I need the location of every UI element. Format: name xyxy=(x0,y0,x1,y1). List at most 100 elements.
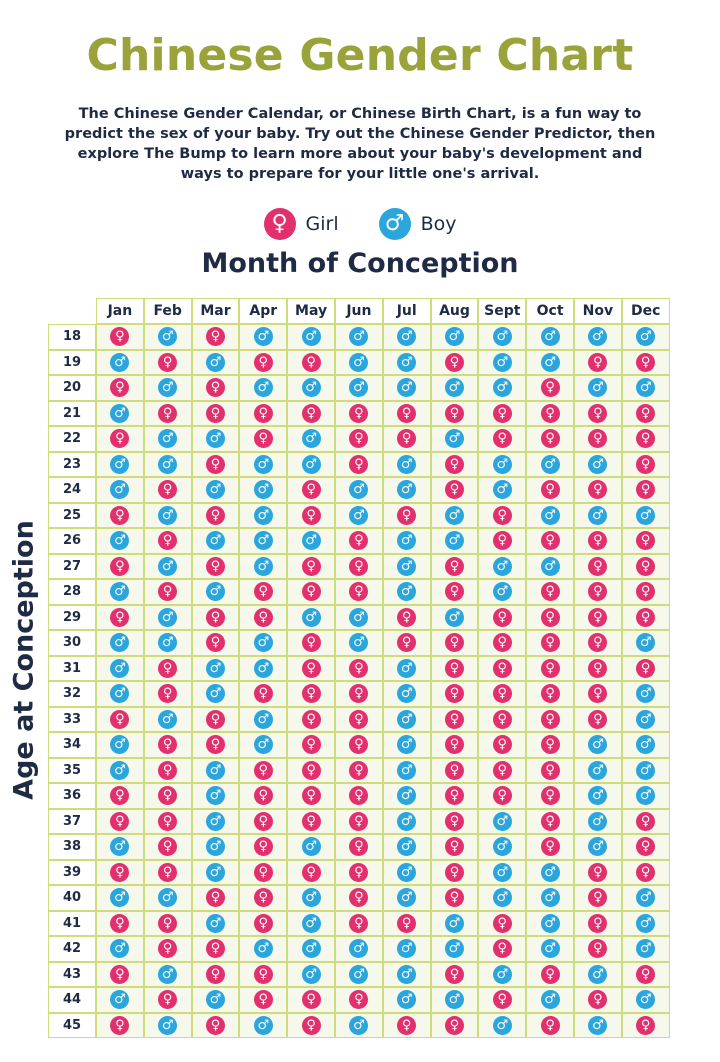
female-symbol-icon: ♀ xyxy=(110,429,130,449)
male-symbol-icon: ♂ xyxy=(158,378,178,398)
female-symbol-icon: ♀ xyxy=(444,862,464,882)
male-symbol-icon: ♂ xyxy=(110,480,130,500)
chart-cell: ♂ xyxy=(574,961,622,987)
chart-cell: ♂ xyxy=(526,324,574,350)
female-symbol-icon: ♀ xyxy=(158,403,178,423)
female-symbol-icon: ♀ xyxy=(349,454,369,474)
chart-cell: ♂ xyxy=(239,936,288,962)
female-symbol-icon: ♀ xyxy=(636,1015,656,1035)
age-header: 43 xyxy=(48,961,96,987)
male-symbol-icon: ♂ xyxy=(301,378,321,398)
female-symbol-icon: ♀ xyxy=(540,582,560,602)
female-symbol-icon: ♀ xyxy=(444,658,464,678)
male-symbol-icon: ♂ xyxy=(158,1015,178,1035)
chart-cell: ♂ xyxy=(239,706,288,732)
age-header: 35 xyxy=(48,757,96,783)
chart-cell: ♀ xyxy=(239,349,288,375)
chart-cell: ♀ xyxy=(239,834,288,860)
female-symbol-icon: ♀ xyxy=(397,1015,417,1035)
chart-cell: ♂ xyxy=(335,502,383,528)
chart-cell: ♀ xyxy=(430,579,479,605)
chart-cell: ♂ xyxy=(287,834,335,860)
chart-cell: ♀ xyxy=(191,553,240,579)
male-symbol-icon: ♂ xyxy=(110,582,130,602)
male-symbol-icon: ♂ xyxy=(397,531,417,551)
female-symbol-icon: ♀ xyxy=(444,403,464,423)
female-symbol-icon: ♀ xyxy=(540,811,560,831)
chart-cell: ♀ xyxy=(478,757,527,783)
chart-cell: ♀ xyxy=(96,502,144,528)
chart-cell: ♂ xyxy=(382,375,431,401)
chart-cell: ♀ xyxy=(335,528,383,554)
female-symbol-icon: ♀ xyxy=(492,429,512,449)
chart-cell: ♀ xyxy=(382,1012,431,1038)
chart-cell: ♀ xyxy=(430,451,479,477)
month-header: Dec xyxy=(621,298,670,324)
chart-cell: ♀ xyxy=(143,834,192,860)
female-symbol-icon: ♀ xyxy=(158,735,178,755)
male-symbol-icon: ♂ xyxy=(444,505,464,525)
male-symbol-icon: ♂ xyxy=(444,990,464,1010)
chart-cell: ♀ xyxy=(574,553,622,579)
chart-cell: ♂ xyxy=(143,885,192,911)
chart-cell: ♂ xyxy=(239,477,288,503)
chart-cell: ♂ xyxy=(574,324,622,350)
chart-cell: ♀ xyxy=(574,528,622,554)
female-symbol-icon: ♀ xyxy=(301,352,321,372)
age-header: 29 xyxy=(48,604,96,630)
chart-cell: ♂ xyxy=(430,502,479,528)
male-symbol-icon: ♂ xyxy=(397,582,417,602)
chart-cell: ♀ xyxy=(143,859,192,885)
female-symbol-icon: ♀ xyxy=(205,378,225,398)
chart-cell: ♀ xyxy=(191,324,240,350)
chart-cell: ♀ xyxy=(574,630,622,656)
male-symbol-icon: ♂ xyxy=(378,208,411,240)
chart-cell: ♀ xyxy=(478,400,527,426)
age-header: 41 xyxy=(48,910,96,936)
age-header: 36 xyxy=(48,783,96,809)
chart-cell: ♂ xyxy=(526,910,574,936)
male-symbol-icon: ♂ xyxy=(110,939,130,959)
chart-cell: ♂ xyxy=(574,1012,622,1038)
female-symbol-icon: ♀ xyxy=(349,888,369,908)
chart-cell: ♀ xyxy=(382,400,431,426)
male-symbol-icon: ♂ xyxy=(397,888,417,908)
male-symbol-icon: ♂ xyxy=(540,913,560,933)
male-symbol-icon: ♂ xyxy=(110,735,130,755)
chart-cell: ♂ xyxy=(574,375,622,401)
male-symbol-icon: ♂ xyxy=(397,378,417,398)
chart-cell: ♂ xyxy=(621,630,670,656)
chart-cell: ♂ xyxy=(287,961,335,987)
female-symbol-icon: ♀ xyxy=(158,939,178,959)
male-symbol-icon: ♂ xyxy=(158,505,178,525)
chart-cell: ♀ xyxy=(96,426,144,452)
chart-cell: ♀ xyxy=(621,451,670,477)
month-header: Oct xyxy=(526,298,574,324)
month-header: Mar xyxy=(191,298,240,324)
chart-cell: ♂ xyxy=(96,400,144,426)
male-symbol-icon: ♂ xyxy=(636,888,656,908)
female-symbol-icon: ♀ xyxy=(540,684,560,704)
chart-cell: ♀ xyxy=(621,349,670,375)
female-symbol-icon: ♀ xyxy=(636,403,656,423)
intro-paragraph: The Chinese Gender Calendar, or Chinese … xyxy=(64,106,656,182)
female-symbol-icon: ♀ xyxy=(540,607,560,627)
chart-cell: ♂ xyxy=(526,502,574,528)
female-symbol-icon: ♀ xyxy=(492,505,512,525)
male-symbol-icon: ♂ xyxy=(492,454,512,474)
female-symbol-icon: ♀ xyxy=(492,633,512,653)
female-symbol-icon: ♀ xyxy=(349,403,369,423)
male-symbol-icon: ♂ xyxy=(110,888,130,908)
female-symbol-icon: ♀ xyxy=(492,709,512,729)
male-symbol-icon: ♂ xyxy=(444,913,464,933)
chart-cell: ♀ xyxy=(143,732,192,758)
female-symbol-icon: ♀ xyxy=(588,658,608,678)
chart-cell: ♀ xyxy=(478,987,527,1013)
female-symbol-icon: ♀ xyxy=(540,1015,560,1035)
male-symbol-icon: ♂ xyxy=(253,1015,273,1035)
chart-cell: ♂ xyxy=(287,375,335,401)
male-symbol-icon: ♂ xyxy=(397,811,417,831)
male-symbol-icon: ♂ xyxy=(492,556,512,576)
chart-cell: ♂ xyxy=(287,451,335,477)
chart-cell: ♀ xyxy=(143,681,192,707)
